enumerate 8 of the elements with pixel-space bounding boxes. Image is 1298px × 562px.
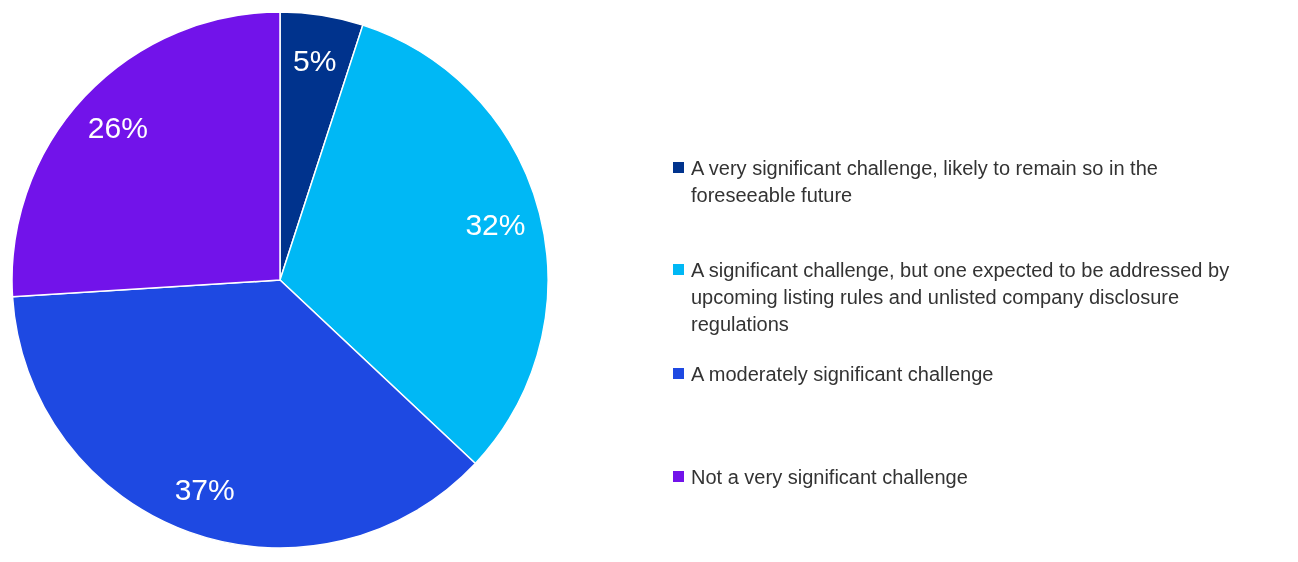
data-label: 32% (465, 208, 526, 242)
legend-label: A significant challenge, but one expected to be addressed by upcoming listing rules and unlisted company disclosure regulations (691, 259, 1230, 335)
legend-label: Not a very significant challenge (691, 466, 968, 488)
data-label: 26% (87, 111, 148, 145)
legend-label: A very significant challenge, likely to remain so in the foreseeable future (691, 157, 1158, 206)
legend-label: A moderately significant challenge (691, 363, 994, 385)
data-label: 5% (293, 43, 337, 77)
data-label: 37% (174, 472, 235, 506)
